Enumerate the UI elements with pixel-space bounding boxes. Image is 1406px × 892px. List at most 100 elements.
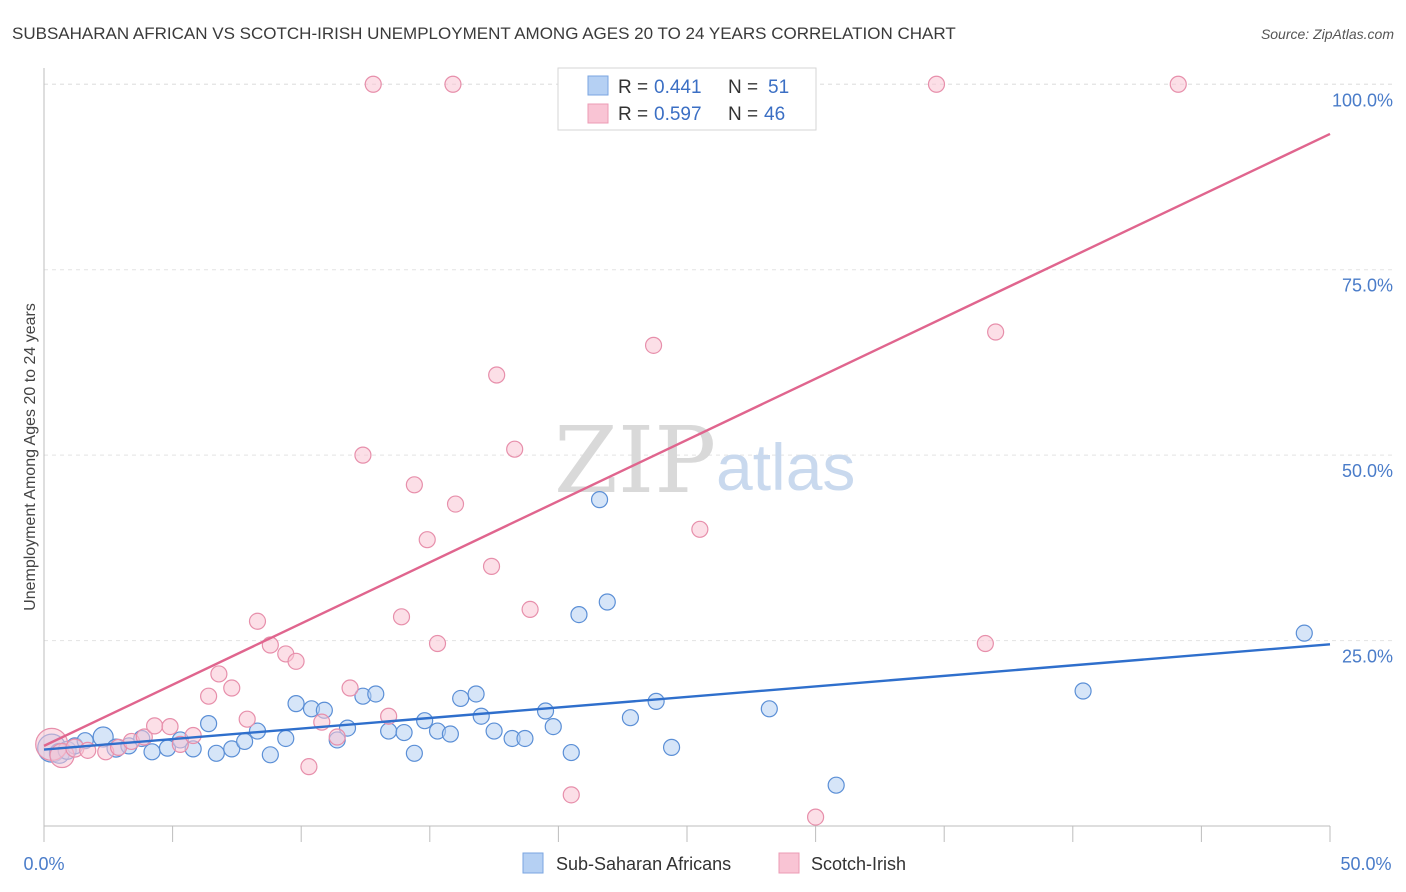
point-scotch-irish-15 xyxy=(238,710,256,728)
legend-n-label-2: N = xyxy=(728,104,763,125)
point-sub-saharan-39 xyxy=(536,702,555,720)
series-legend: Sub-Saharan Africans Scotch-Irish xyxy=(522,852,906,874)
legend-r-label-2: R = xyxy=(618,104,653,125)
point-sub-saharan-51 xyxy=(1295,624,1313,642)
legend-n-label-1: N = xyxy=(728,77,763,98)
point-scotch-irish-45 xyxy=(1169,75,1187,93)
point-sub-saharan-27 xyxy=(380,722,398,740)
point-scotch-irish-34 xyxy=(488,366,506,384)
point-scotch-irish-28 xyxy=(405,476,423,494)
trend-lines xyxy=(43,132,1331,751)
watermark: ZIP atlas xyxy=(554,407,855,514)
point-sub-saharan-32 xyxy=(441,725,459,743)
point-sub-saharan-35 xyxy=(472,707,490,725)
legend-n-value-2: 46 xyxy=(764,104,785,125)
point-scotch-irish-31 xyxy=(444,75,462,93)
y-tick-label-100: 100.0% xyxy=(1332,90,1393,110)
point-sub-saharan-42 xyxy=(570,606,588,624)
point-sub-saharan-38 xyxy=(516,729,534,748)
point-sub-saharan-43 xyxy=(590,491,609,509)
y-axis-label: Unemployment Among Ages 20 to 24 years xyxy=(22,303,39,611)
series-legend-swatch-sub-saharan xyxy=(522,852,544,874)
point-scotch-irish-24 xyxy=(354,446,372,464)
point-sub-saharan-29 xyxy=(405,744,423,762)
stats-legend: R = 0.441 N = 51 R = 0.597 N = 46 xyxy=(557,67,817,131)
point-sub-saharan-49 xyxy=(827,776,845,794)
trend-line-scotch-irish xyxy=(43,132,1331,747)
grid-lines xyxy=(44,83,1392,642)
point-scotch-irish-13 xyxy=(210,665,228,683)
point-scotch-irish-30 xyxy=(428,634,447,653)
point-scotch-irish-16 xyxy=(248,612,267,630)
point-sub-saharan-26 xyxy=(367,685,385,703)
point-sub-saharan-44 xyxy=(598,593,616,611)
point-sub-saharan-45 xyxy=(621,709,640,727)
x-axis-ticks xyxy=(43,826,1331,842)
trend-line-sub-saharan xyxy=(43,643,1331,751)
point-sub-saharan-19 xyxy=(277,729,295,748)
point-scotch-irish-43 xyxy=(976,634,994,653)
point-sub-saharan-13 xyxy=(200,715,218,733)
point-scotch-irish-22 xyxy=(328,728,346,746)
scatter-points xyxy=(35,75,1313,826)
point-scotch-irish-32 xyxy=(446,495,465,513)
point-scotch-irish-12 xyxy=(200,687,218,705)
point-scotch-irish-33 xyxy=(482,557,501,575)
y-tick-label-75: 75.0% xyxy=(1342,276,1393,296)
point-scotch-irish-39 xyxy=(644,336,663,354)
legend-swatch-pink xyxy=(587,103,609,124)
point-scotch-irish-38 xyxy=(562,786,580,804)
watermark-atlas: atlas xyxy=(716,430,855,504)
point-sub-saharan-41 xyxy=(562,743,580,762)
point-sub-saharan-34 xyxy=(467,685,485,703)
point-sub-saharan-15 xyxy=(223,740,241,758)
x-tick-label-min: 0.0% xyxy=(23,854,64,874)
point-scotch-irish-36 xyxy=(521,600,539,619)
point-sub-saharan-9 xyxy=(143,743,161,761)
point-scotch-irish-23 xyxy=(341,679,359,697)
point-sub-saharan-46 xyxy=(647,692,665,710)
y-tick-label-25: 25.0% xyxy=(1342,647,1393,667)
point-sub-saharan-28 xyxy=(395,723,413,742)
watermark-zip: ZIP xyxy=(554,407,716,514)
point-scotch-irish-41 xyxy=(806,808,825,826)
point-scotch-irish-42 xyxy=(927,75,946,93)
y-axis-tick-labels: 25.0% 50.0% 75.0% 100.0% xyxy=(1332,90,1393,666)
point-scotch-irish-9 xyxy=(161,718,179,736)
legend-r-value-1: 0.441 xyxy=(654,77,702,98)
point-sub-saharan-16 xyxy=(236,732,254,751)
point-sub-saharan-30 xyxy=(416,712,434,730)
point-sub-saharan-20 xyxy=(287,695,305,713)
series-legend-swatch-scotch-irish xyxy=(778,852,800,874)
point-sub-saharan-33 xyxy=(452,689,470,708)
chart-title: SUBSAHARAN AFRICAN VS SCOTCH-IRISH UNEMP… xyxy=(12,24,956,43)
point-sub-saharan-36 xyxy=(485,722,503,740)
point-sub-saharan-14 xyxy=(207,744,225,762)
point-scotch-irish-10 xyxy=(171,735,189,754)
point-scotch-irish-27 xyxy=(392,608,411,626)
point-scotch-irish-8 xyxy=(145,717,164,735)
point-scotch-irish-20 xyxy=(300,758,318,776)
point-scotch-irish-11 xyxy=(184,726,202,745)
point-scotch-irish-25 xyxy=(364,75,382,93)
point-scotch-irish-35 xyxy=(506,440,524,458)
point-scotch-irish-29 xyxy=(418,531,436,549)
legend-r-label-1: R = xyxy=(618,77,653,98)
point-sub-saharan-47 xyxy=(662,738,681,756)
x-tick-label-max: 50.0% xyxy=(1340,854,1391,874)
point-scotch-irish-14 xyxy=(223,679,241,697)
point-scotch-irish-44 xyxy=(987,323,1005,341)
y-tick-label-50: 50.0% xyxy=(1342,461,1393,481)
point-sub-saharan-40 xyxy=(544,718,562,736)
point-sub-saharan-18 xyxy=(261,746,279,764)
point-scotch-irish-40 xyxy=(691,520,709,538)
series-legend-label-scotch-irish: Scotch-Irish xyxy=(811,854,906,874)
legend-swatch-blue xyxy=(587,75,609,96)
point-scotch-irish-19 xyxy=(287,652,305,670)
point-sub-saharan-48 xyxy=(760,700,778,718)
series-legend-label-sub-saharan: Sub-Saharan Africans xyxy=(556,854,731,874)
legend-n-value-1: 51 xyxy=(768,77,789,98)
legend-r-value-2: 0.597 xyxy=(654,104,702,125)
point-sub-saharan-50 xyxy=(1074,682,1092,700)
